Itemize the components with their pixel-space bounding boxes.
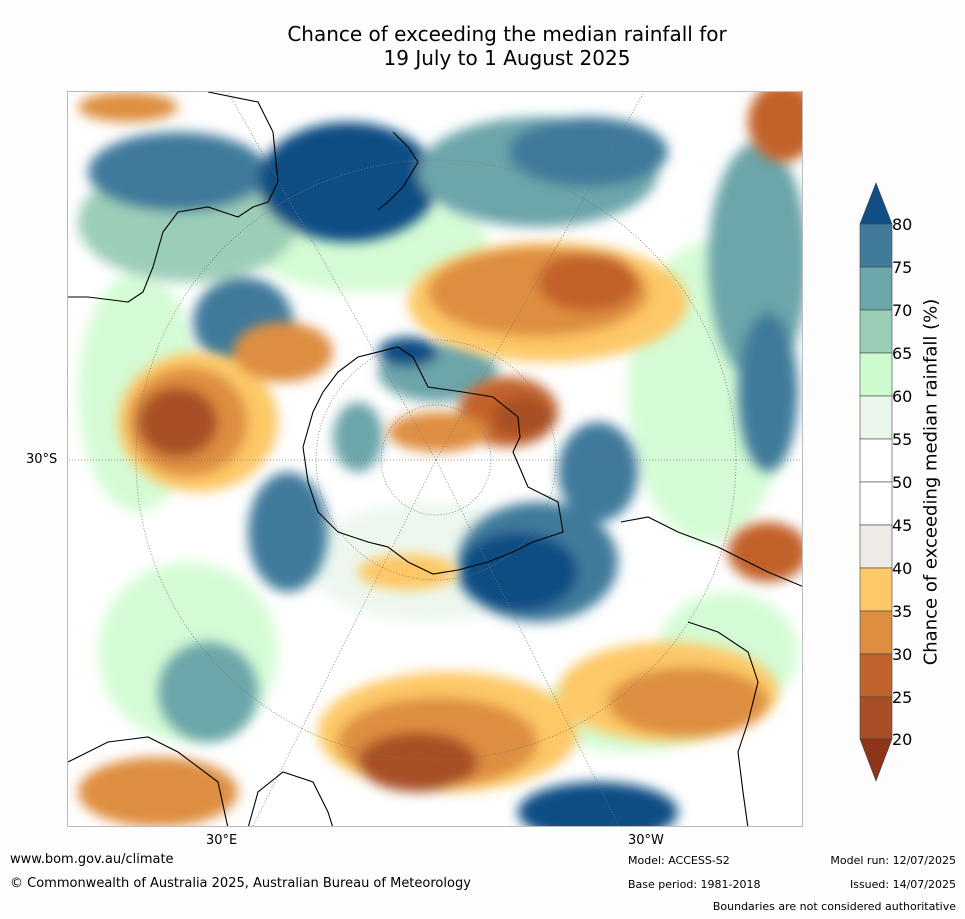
australia-coast [68,92,279,303]
colorbar-60-65 [859,352,893,397]
coastlines [68,92,802,826]
lon-label-30e: 30°E [206,833,238,848]
lon-label-30w: 30°W [628,833,664,848]
model-run-text: Model run: 12/07/2025 [830,854,956,867]
colorbar-30-35 [859,610,893,655]
colorbar-50-55 [859,438,893,483]
lat-label-30s: 30°S [26,452,58,467]
issued-text: Issued: 14/07/2025 [849,878,956,891]
model-text: Model: ACCESS-S2 [628,854,730,867]
title-line-2: 19 July to 1 August 2025 [383,46,631,70]
colorbar-tick-20: 20 [892,730,913,749]
colorbar-title-text: Chance of exceeding median rainfall (%) [920,298,942,666]
base-period-text: Base period: 1981-2018 [628,878,761,891]
africa-coast [68,736,229,826]
copyright-text: © Commonwealth of Australia 2025, Austra… [10,876,471,891]
south-america-coast [620,516,802,587]
colorbar-tick-60: 60 [892,387,913,406]
colorbar-tick-35: 35 [892,602,913,621]
graticule [68,92,802,826]
colorbar-70-75 [859,266,893,311]
drier-regions [78,92,802,826]
colorbar-over-triangle [859,182,893,225]
map-canvas [68,92,802,826]
colorbar-tick-55: 55 [892,430,913,449]
rainfall-probability-map [67,91,803,827]
colorbar-tick-80: 80 [892,215,913,234]
colorbar-tick-65: 65 [892,344,913,363]
wetter-regions [78,117,802,826]
colorbar-tick-40: 40 [892,559,913,578]
colorbar-tick-45: 45 [892,516,913,535]
colorbar-75-80 [859,223,893,268]
colorbar-tick-70: 70 [892,301,913,320]
title-line-1: Chance of exceeding the median rainfall … [287,22,727,46]
colorbar-tick-50: 50 [892,473,913,492]
website-link[interactable]: www.bom.gov.au/climate [10,852,174,867]
madagascar-coast [247,771,333,826]
colorbar-tick-30: 30 [892,645,913,664]
colorbar-65-70 [859,309,893,354]
colorbar-under-triangle [859,738,893,782]
new-zealand-coast [377,131,419,211]
antarctica-coast [302,346,564,575]
map-title: Chance of exceeding the median rainfall … [0,22,965,70]
colorbar-tick-25: 25 [892,688,913,707]
south-america-coast-2 [687,621,759,826]
colorbar-20-25 [859,696,893,740]
colorbar-55-60 [859,395,893,440]
colorbar-25-30 [859,653,893,698]
disclaimer-text: Boundaries are not considered authoritat… [712,900,956,913]
colorbar-45-50 [859,481,893,526]
colorbar-40-45 [859,524,893,569]
colorbar-tick-75: 75 [892,258,913,277]
colorbar-35-40 [859,567,893,612]
